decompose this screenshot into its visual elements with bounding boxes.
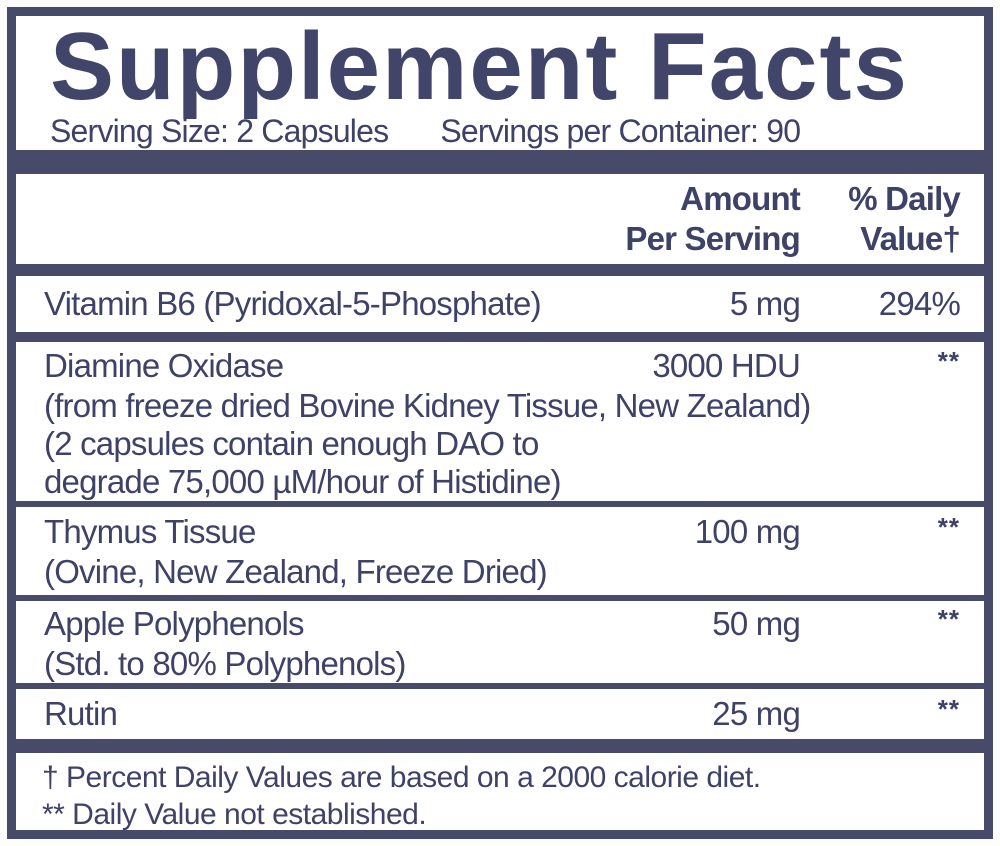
ingredient-name: Thymus Tissue (44, 513, 256, 550)
ingredient-name: Rutin (44, 695, 118, 732)
ingredient-detail: degrade 75,000 µM/hour of Histidine) (44, 463, 562, 500)
footnote-not-established: ** Daily Value not established. (42, 798, 427, 831)
servings-per-container-text: Servings per Container: 90 (440, 113, 801, 149)
header-dv-line2: Value† (860, 220, 961, 257)
separator-band (16, 595, 984, 601)
ingredient-amount: 25 mg (712, 695, 801, 732)
title-section: Supplement Facts Serving Size: 2 Capsule… (16, 16, 984, 150)
separator-band (16, 332, 984, 342)
ingredient-detail: (2 capsules contain enough DAO to (44, 425, 539, 462)
separator-band (16, 264, 984, 276)
serving-info: Serving Size: 2 Capsules Servings per Con… (50, 114, 960, 148)
ingredient-daily-value: ** (937, 346, 960, 376)
ingredient-row-thymus-tissue: Thymus Tissue 100 mg ** (Ovine, New Zeal… (16, 507, 984, 595)
ingredient-amount: 50 mg (712, 605, 801, 642)
ingredient-row-vitamin-b6: Vitamin B6 (Pyridoxal-5-Phosphate) 5 mg … (16, 276, 984, 332)
ingredient-name: Diamine Oxidase (44, 347, 284, 384)
supplement-facts-panel: Supplement Facts Serving Size: 2 Capsule… (7, 7, 993, 839)
ingredient-amount: 100 mg (694, 513, 801, 550)
footnote-daily-value-basis: † Percent Daily Values are based on a 20… (42, 761, 761, 794)
header-amount-line1: Amount (680, 180, 801, 217)
separator-band (16, 150, 984, 174)
ingredient-name: Vitamin B6 (Pyridoxal-5-Phosphate) (44, 285, 542, 322)
ingredient-name: Apple Polyphenols (44, 605, 305, 642)
separator-band (16, 739, 984, 753)
ingredient-row-diamine-oxidase: Diamine Oxidase 3000 HDU ** (from freeze… (16, 342, 984, 501)
table-header-row: Amount Per Serving % Daily Value† (16, 174, 984, 264)
footnotes-section: † Percent Daily Values are based on a 20… (16, 753, 984, 831)
column-header-amount-per-serving: Amount Per Serving (560, 179, 800, 259)
header-dv-line1: % Daily (848, 180, 961, 217)
header-amount-line2: Per Serving (625, 220, 800, 257)
ingredient-amount: 5 mg (729, 285, 801, 322)
ingredient-daily-value: ** (937, 512, 960, 542)
serving-size-text: Serving Size: 2 Capsules (50, 113, 389, 149)
ingredient-detail: (from freeze dried Bovine Kidney Tissue,… (44, 387, 811, 424)
column-header-daily-value: % Daily Value† (800, 179, 961, 259)
ingredient-daily-value: ** (937, 694, 960, 724)
ingredient-detail: (Std. to 80% Polyphenols) (44, 645, 406, 682)
ingredient-amount: 3000 HDU (652, 347, 800, 384)
ingredient-detail: (Ovine, New Zealand, Freeze Dried) (44, 553, 548, 590)
ingredient-daily-value: ** (937, 604, 960, 634)
separator-band (16, 501, 984, 507)
ingredient-row-rutin: Rutin 25 mg ** (16, 689, 984, 739)
ingredient-row-apple-polyphenols: Apple Polyphenols 50 mg ** (Std. to 80% … (16, 601, 984, 683)
separator-band (16, 683, 984, 689)
ingredient-daily-value: 294% (878, 285, 961, 322)
panel-title: Supplement Facts (50, 13, 909, 120)
